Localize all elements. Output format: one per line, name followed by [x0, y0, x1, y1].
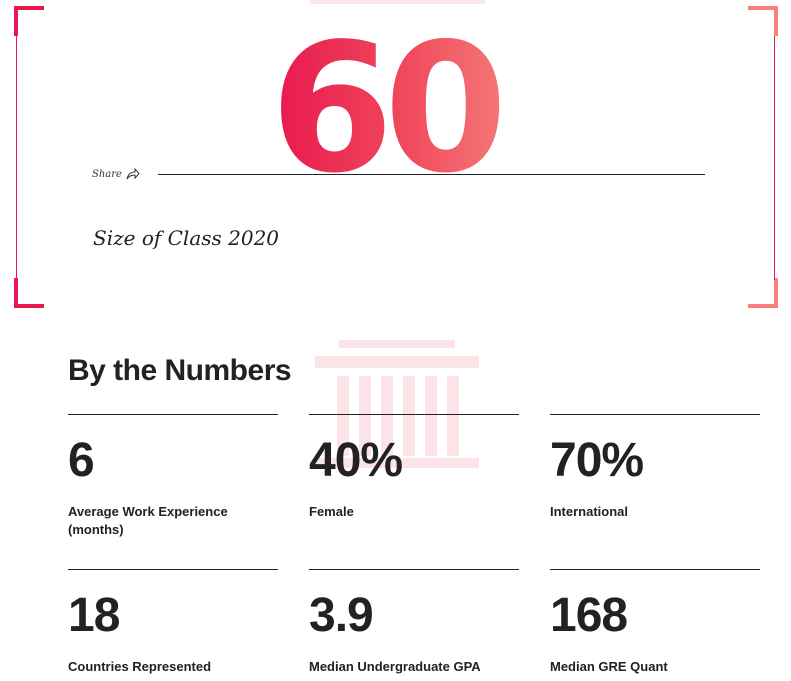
- hero-caption: Size of Class 2020: [93, 226, 280, 250]
- stat-value: 40%: [309, 434, 403, 487]
- stat-item: 40% Female: [309, 414, 519, 521]
- stat-divider: [68, 414, 278, 415]
- stat-divider: [68, 569, 278, 570]
- bracket-bottom-right-icon: [748, 278, 778, 308]
- bracket-top-right-icon: [748, 6, 778, 36]
- stat-divider: [550, 569, 760, 570]
- stat-value: 70%: [550, 434, 644, 487]
- hero-stat-value: 60: [270, 20, 520, 175]
- share-arrow-icon: [126, 168, 140, 180]
- share-label: Share: [92, 168, 122, 180]
- stat-label: International: [550, 504, 629, 519]
- stat-value: 168: [550, 589, 628, 642]
- stat-item: 18 Countries Represented: [68, 569, 278, 676]
- bracket-left-line: [16, 36, 17, 280]
- stat-label: Median Undergraduate GPA: [309, 659, 481, 674]
- stat-label: Female: [309, 504, 354, 519]
- stat-label: Countries Represented: [68, 659, 212, 674]
- stat-value: 6: [68, 434, 95, 487]
- building-columns-icon: [315, 340, 479, 468]
- bracket-top-left-icon: [14, 6, 44, 36]
- bracket-right-line: [774, 36, 775, 280]
- stat-label: Average Work Experience (months): [68, 504, 228, 537]
- stat-divider: [550, 414, 760, 415]
- bracket-bottom-left-icon: [14, 278, 44, 308]
- stat-item: 6 Average Work Experience (months): [68, 414, 278, 539]
- stat-label: Median GRE Quant: [550, 659, 668, 674]
- stat-divider: [309, 569, 519, 570]
- top-decoration: [310, 0, 485, 4]
- share-button[interactable]: Share: [92, 168, 140, 180]
- stat-item: 3.9 Median Undergraduate GPA: [309, 569, 519, 676]
- hero-divider: [158, 174, 705, 175]
- section-title: By the Numbers: [68, 354, 292, 387]
- stat-item: 168 Median GRE Quant: [550, 569, 760, 676]
- stat-item: 70% International: [550, 414, 760, 521]
- stat-value: 3.9: [309, 589, 374, 642]
- stat-divider: [309, 414, 519, 415]
- stat-value: 18: [68, 589, 120, 642]
